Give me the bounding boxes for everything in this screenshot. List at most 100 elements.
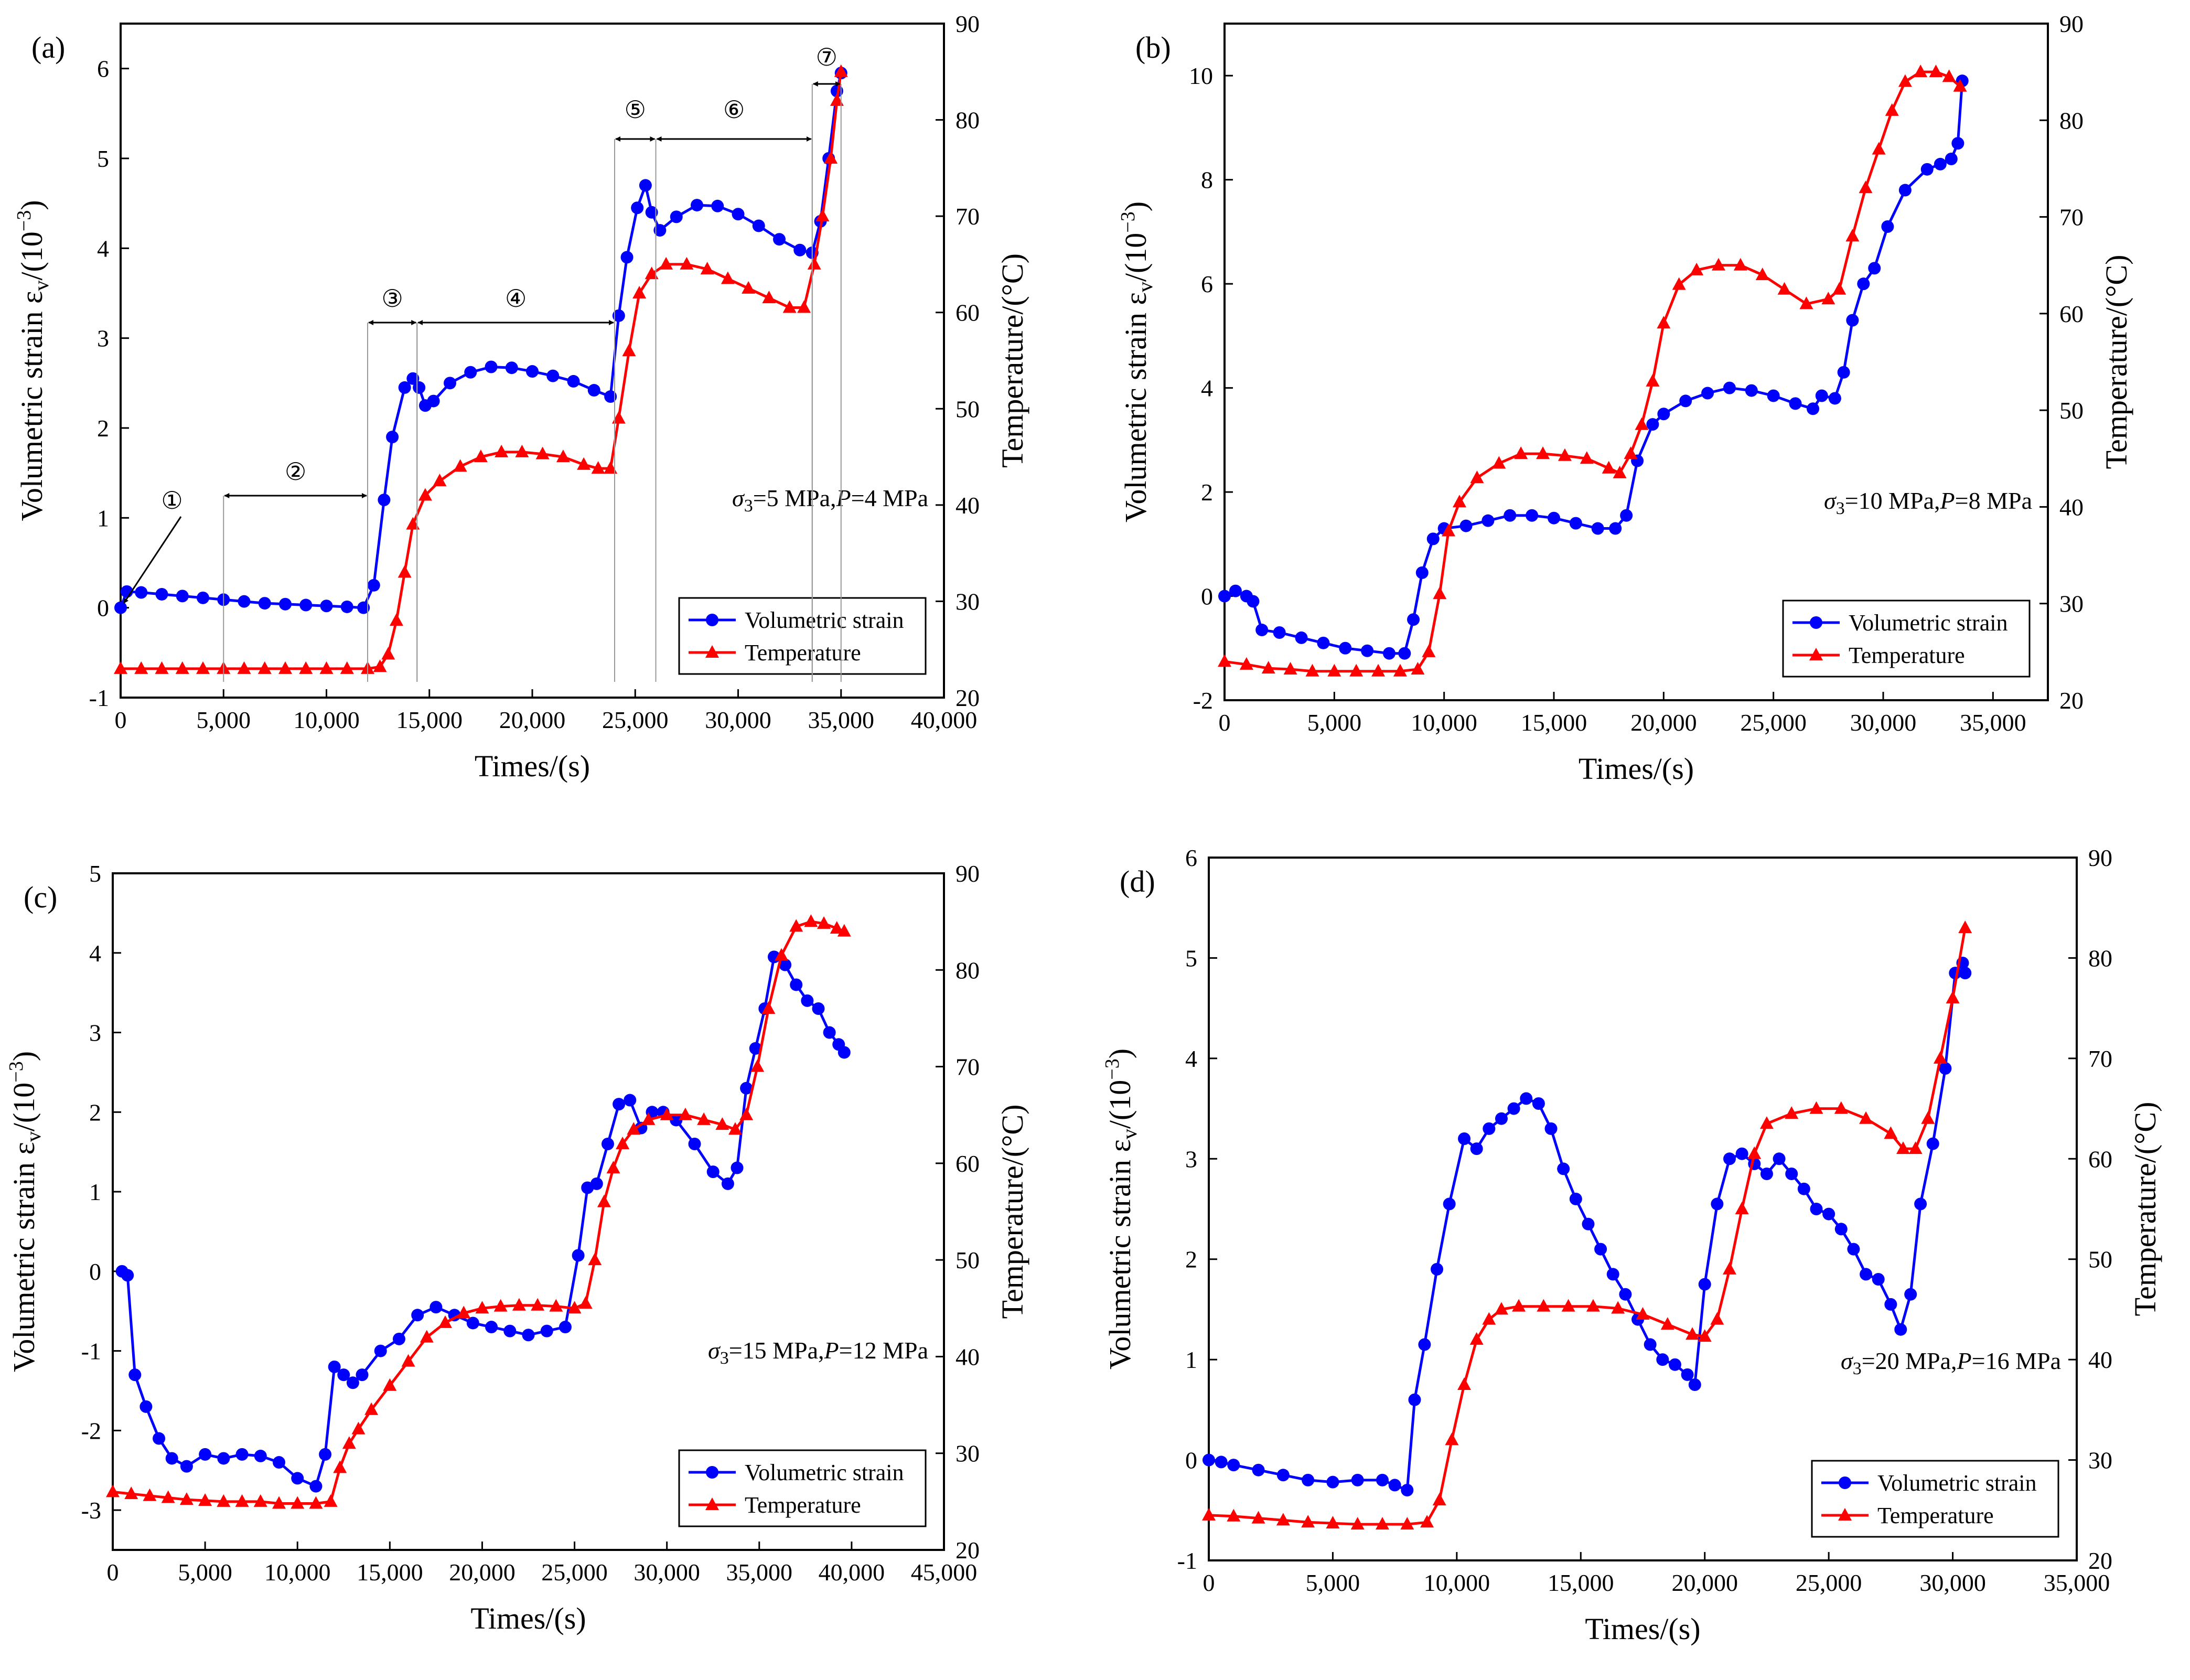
y-left-label-exp: −3 <box>1117 211 1139 232</box>
stage-label: ② <box>285 458 306 485</box>
condition-sigma-value: =5 MPa, <box>753 485 836 511</box>
legend-strain-label: Volumetric strain <box>1877 1470 2036 1496</box>
y-left-tick-label: 6 <box>1201 271 1213 297</box>
strain-point <box>601 1138 614 1150</box>
x-tick-label: 45,000 <box>911 1559 978 1586</box>
y-left-tick-label: -2 <box>81 1417 101 1444</box>
condition-sigma-value: =10 MPa, <box>1845 487 1940 514</box>
temperature-point <box>143 1488 157 1501</box>
temperature-point <box>1239 657 1253 670</box>
strain-point <box>1914 1197 1927 1211</box>
y-left-tick-label: 1 <box>89 1179 101 1205</box>
strain-point <box>1619 1288 1632 1301</box>
temperature-point <box>475 1301 489 1314</box>
x-tick-label: 25,000 <box>541 1559 608 1586</box>
y-right-tick-label: 60 <box>2059 301 2084 327</box>
temperature-point <box>1898 74 1912 87</box>
x-tick-label: 15,000 <box>357 1559 423 1586</box>
legend-temperature-label: Temperature <box>1849 643 1965 668</box>
temperature-point <box>474 450 488 463</box>
temperature-point <box>1349 664 1364 677</box>
y-left-label-exp: −3 <box>1101 1058 1123 1079</box>
temperature-point <box>1613 465 1627 478</box>
temperature-point <box>406 517 420 530</box>
x-tick-label: 25,000 <box>1740 709 1807 736</box>
temperature-point <box>1536 446 1550 459</box>
temperature-point <box>342 1436 356 1449</box>
temperature-point <box>1276 1513 1290 1526</box>
temperature-point <box>1733 258 1747 271</box>
strain-point <box>1227 1459 1240 1472</box>
strain-point <box>1884 1298 1897 1311</box>
y-right-tick-label: 60 <box>956 299 980 326</box>
temperature-point <box>1929 65 1943 78</box>
temperature-point <box>830 93 844 106</box>
strain-point <box>485 360 498 373</box>
strain-point <box>1785 1168 1798 1180</box>
strain-point <box>279 597 292 611</box>
strain-point <box>1872 1273 1885 1286</box>
strain-point <box>1698 1278 1711 1291</box>
strain-point <box>1295 631 1308 644</box>
temperature-point <box>1646 373 1660 387</box>
temperature-point <box>815 209 830 222</box>
strain-point <box>398 381 411 394</box>
y-left-label-text: Volumetric strain ε <box>1103 1139 1137 1369</box>
strain-point <box>1276 1469 1290 1482</box>
temperature-point <box>1326 1516 1340 1529</box>
temperature-point <box>1611 1301 1625 1314</box>
strain-point <box>559 1321 572 1334</box>
strain-point <box>1557 1162 1570 1175</box>
temperature-point <box>817 916 831 929</box>
legend-temperature-label: Temperature <box>1877 1503 1994 1528</box>
strain-point <box>392 1332 405 1345</box>
condition-sigma: σ <box>1824 487 1837 514</box>
temperature-point <box>1859 180 1873 194</box>
strain-point <box>1532 1097 1545 1110</box>
legend-temperature-marker <box>705 645 719 658</box>
strain-point <box>1351 1473 1364 1486</box>
y-left-tick-label: 6 <box>97 56 109 82</box>
strain-point <box>1504 509 1517 522</box>
temperature-point <box>807 256 821 270</box>
panel-d: 0 5,000 10,000 15,000 20,000 25,000 30,000 35,0… <box>1101 844 2162 1646</box>
y-right-tick-label: 60 <box>2088 1146 2112 1172</box>
x-tick-label: 30,000 <box>1919 1569 1986 1596</box>
x-tick-label: 10,000 <box>1411 709 1477 736</box>
temperature-point <box>567 1301 582 1314</box>
legend-strain-label: Volumetric strain <box>745 607 904 633</box>
strain-point <box>485 1321 498 1334</box>
strain-point <box>1317 636 1330 649</box>
temperature-point <box>616 1137 630 1149</box>
strain-point <box>386 431 399 444</box>
strain-point <box>522 1329 535 1342</box>
strain-point <box>1495 1112 1508 1125</box>
y-left-label-sub: v <box>22 1131 45 1142</box>
y-right-tick-label: 30 <box>2088 1447 2112 1474</box>
temperature-point <box>789 919 803 932</box>
strain-point <box>1483 1122 1496 1135</box>
strain-point <box>1415 566 1429 579</box>
strain-point <box>114 601 127 614</box>
strain-point <box>165 1452 178 1465</box>
strain-point <box>1926 1137 1939 1150</box>
strain-point <box>1846 314 1859 327</box>
temperature-point <box>1636 1307 1650 1320</box>
condition-label: σ3=15 MPa,P=12 MPa <box>708 1337 928 1368</box>
strain-point <box>340 600 353 613</box>
strain-point <box>1711 1197 1724 1211</box>
temperature-point <box>1400 1517 1414 1530</box>
strain-point <box>1591 522 1604 535</box>
strain-point <box>812 1002 825 1015</box>
temperature-point <box>739 1107 754 1120</box>
strain-point <box>1569 1192 1582 1205</box>
strain-point <box>1361 644 1374 657</box>
temperature-point <box>1452 495 1466 508</box>
temperature-point <box>433 473 447 486</box>
x-tick-label: 25,000 <box>602 707 669 733</box>
y-left-tick-label: 2 <box>1201 479 1213 506</box>
y-left-label-sub: v <box>1133 282 1157 292</box>
y-right-tick-label: 60 <box>956 1150 980 1177</box>
strain-point <box>620 251 634 264</box>
strain-point <box>1398 647 1411 660</box>
